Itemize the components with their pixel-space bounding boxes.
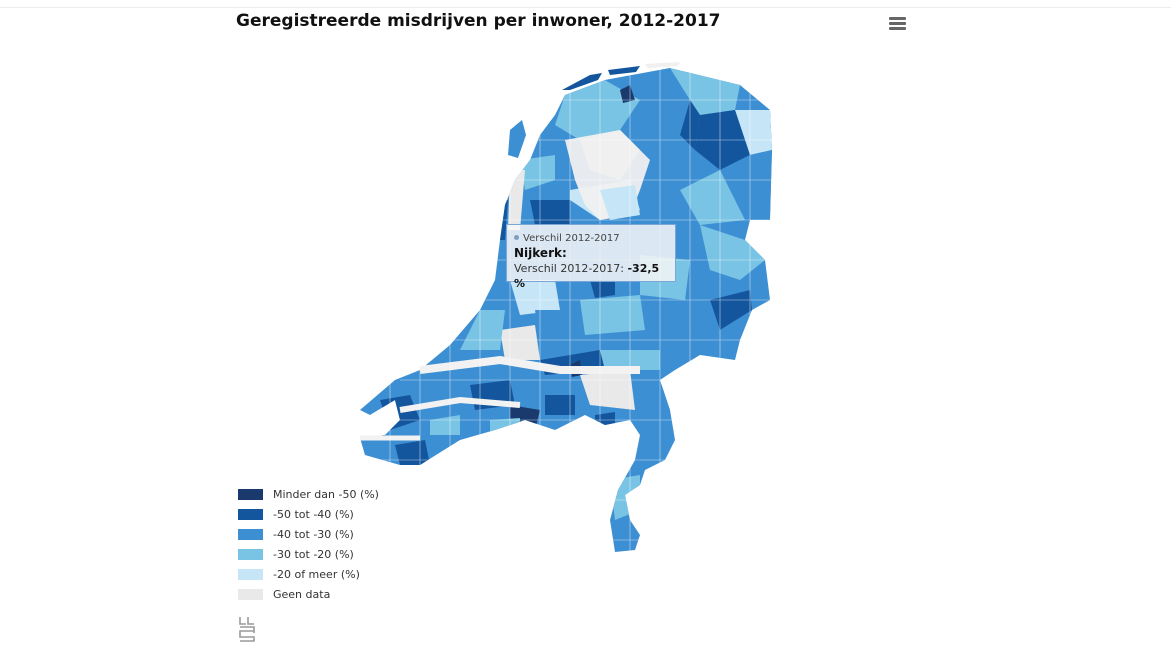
legend-swatch [238, 568, 263, 580]
island-texel [508, 120, 526, 158]
legend-item-lt-50[interactable]: Minder dan -50 (%) [238, 484, 379, 504]
legend-item-30-20[interactable]: -30 tot -20 (%) [238, 544, 379, 564]
legend-item-20-or-more[interactable]: -20 of meer (%) [238, 564, 379, 584]
legend-label: -20 of meer (%) [273, 567, 360, 581]
hamburger-menu-icon[interactable] [886, 17, 910, 37]
legend-label: Geen data [273, 587, 331, 601]
cbs-logo-icon [239, 617, 255, 642]
legend-swatch [238, 528, 263, 540]
tooltip-series-row: Verschil 2012-2017 [514, 231, 668, 246]
tooltip-region-name: Nijkerk: [514, 246, 567, 260]
legend-label: -40 tot -30 (%) [273, 527, 354, 541]
legend-swatch [238, 548, 263, 560]
series-dot-icon [514, 235, 519, 240]
tooltip-value-label: Verschil 2012-2017: [514, 262, 628, 275]
legend-item-no-data[interactable]: Geen data [238, 584, 379, 604]
map-legend: Minder dan -50 (%) -50 tot -40 (%) -40 t… [238, 484, 379, 604]
map-tooltip: Verschil 2012-2017 Nijkerk: Verschil 201… [506, 224, 676, 290]
legend-swatch [238, 508, 263, 520]
legend-swatch [238, 588, 263, 600]
island-texel-vlieland [562, 73, 602, 90]
tooltip-value-row: Verschil 2012-2017: -32,5 % [514, 261, 668, 291]
island-terschelling [608, 66, 640, 75]
tooltip-value: -32,5 % [514, 262, 660, 290]
legend-label: Minder dan -50 (%) [273, 487, 379, 501]
netherlands-choropleth-map[interactable] [340, 40, 800, 560]
legend-item-50-40[interactable]: -50 tot -40 (%) [238, 504, 379, 524]
legend-label: -30 tot -20 (%) [273, 547, 354, 561]
top-border [0, 7, 1171, 8]
legend-item-40-30[interactable]: -40 tot -30 (%) [238, 524, 379, 544]
tooltip-series-name: Verschil 2012-2017 [523, 233, 620, 244]
chart-title: Geregistreerde misdrijven per inwoner, 2… [236, 11, 721, 31]
legend-label: -50 tot -40 (%) [273, 507, 354, 521]
legend-swatch [238, 488, 263, 500]
